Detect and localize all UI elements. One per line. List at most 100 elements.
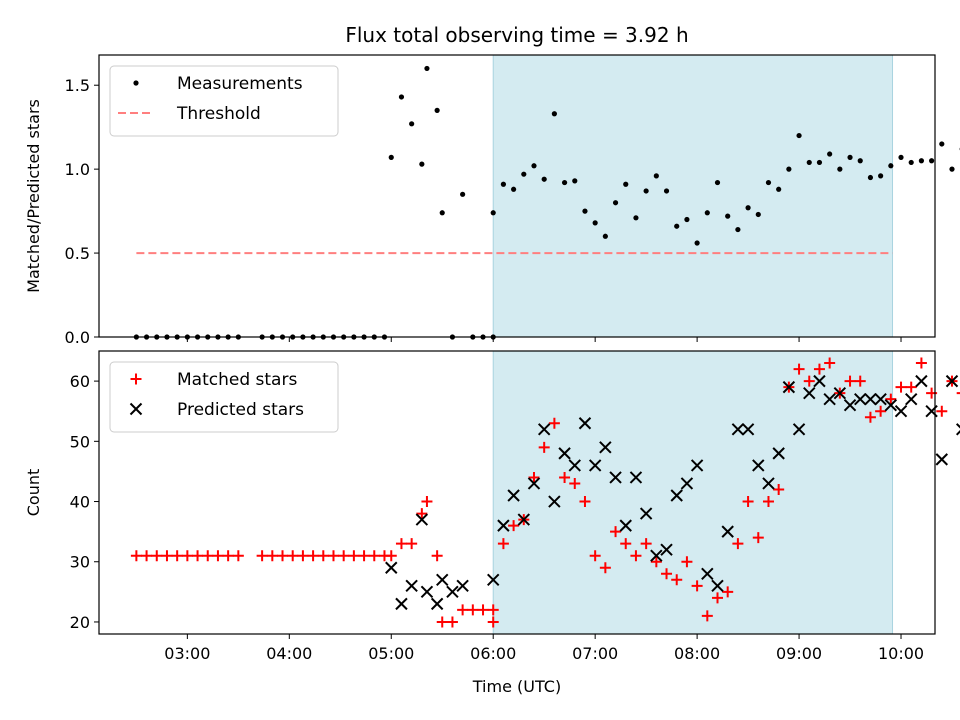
- data-point: [421, 496, 433, 508]
- data-point: [894, 405, 908, 418]
- data-point: [823, 392, 836, 406]
- data-point: [867, 174, 874, 181]
- data-point: [905, 392, 918, 406]
- data-point: [803, 375, 815, 387]
- data-point: [202, 550, 214, 562]
- data-point: [368, 550, 380, 562]
- data-point: [439, 210, 445, 216]
- data-point: [548, 417, 560, 429]
- y-tick-label: 20: [70, 613, 90, 632]
- data-point: [490, 210, 496, 216]
- data-point: [446, 616, 458, 628]
- data-point: [633, 215, 639, 221]
- data-point: [936, 405, 948, 417]
- data-point: [385, 561, 398, 574]
- data-point: [712, 592, 724, 604]
- data-point: [434, 107, 440, 113]
- legend-box: [109, 361, 339, 433]
- data-point: [905, 381, 917, 393]
- y-axis-label: Matched/Predicted stars: [24, 99, 43, 293]
- legend-box: [109, 65, 339, 137]
- data-point: [487, 573, 500, 587]
- data-point: [582, 208, 588, 214]
- data-point: [796, 132, 802, 139]
- legend: Measurements Threshold: [109, 65, 339, 137]
- data-point: [704, 210, 710, 216]
- data-point: [776, 186, 782, 192]
- data-point: [609, 471, 622, 484]
- data-point: [955, 423, 960, 436]
- data-point: [701, 610, 713, 622]
- data-point: [398, 94, 405, 100]
- data-point: [792, 423, 806, 436]
- data-point: [406, 538, 418, 550]
- data-point: [559, 471, 571, 483]
- data-point: [684, 216, 690, 223]
- data-point: [752, 532, 764, 544]
- data-point: [945, 374, 959, 388]
- data-point: [620, 538, 632, 550]
- data-point: [908, 159, 914, 166]
- data-point: [735, 226, 741, 233]
- data-point: [599, 562, 611, 574]
- data-point: [681, 556, 693, 568]
- data-point: [358, 550, 370, 562]
- data-point: [517, 513, 531, 526]
- data-point: [579, 496, 591, 508]
- data-point: [416, 508, 428, 520]
- data-point: [338, 550, 350, 562]
- data-point: [854, 375, 866, 387]
- data-point: [212, 550, 224, 562]
- data-point: [844, 375, 856, 387]
- legend-label: Matched stars: [177, 370, 297, 390]
- data-point: [857, 158, 863, 164]
- shaded-observing-interval: [492, 54, 894, 338]
- data-point: [898, 154, 904, 160]
- data-point: [436, 573, 449, 587]
- data-point: [875, 405, 887, 417]
- data-point: [884, 398, 898, 412]
- data-point: [500, 181, 507, 187]
- data-point: [568, 459, 581, 472]
- data-point: [457, 604, 469, 616]
- x-tick-label: 07:00: [572, 644, 618, 663]
- data-point: [612, 200, 619, 206]
- data-point: [431, 550, 443, 562]
- data-point: [701, 567, 714, 580]
- data-point: [527, 477, 541, 490]
- data-point: [956, 392, 960, 395]
- data-point: [548, 495, 561, 508]
- data-point: [521, 171, 527, 177]
- data-point: [161, 550, 173, 562]
- data-point: [874, 392, 887, 406]
- x-tick-label: 08:00: [674, 644, 720, 663]
- data-point: [915, 357, 927, 369]
- data-point: [650, 556, 662, 568]
- data-point: [803, 386, 816, 400]
- data-point: [507, 489, 520, 502]
- data-point: [589, 550, 601, 562]
- data-point: [755, 211, 761, 218]
- data-point: [420, 585, 434, 599]
- data-point: [721, 525, 734, 538]
- data-point: [569, 477, 581, 489]
- data-point: [610, 526, 622, 538]
- series-predicted-stars: [385, 374, 960, 611]
- data-point: [864, 392, 877, 406]
- data-point: [773, 483, 785, 495]
- data-point: [592, 220, 598, 226]
- data-point: [578, 417, 592, 430]
- legend-label: Threshold: [176, 104, 261, 124]
- data-point: [806, 159, 812, 166]
- data-point: [456, 579, 469, 593]
- data-point: [915, 374, 928, 388]
- data-point: [528, 471, 540, 483]
- legend-label: Measurements: [177, 74, 303, 94]
- data-point: [460, 191, 466, 197]
- data-point: [348, 550, 360, 562]
- data-point: [171, 550, 183, 562]
- data-point: [939, 141, 945, 147]
- data-point: [424, 65, 430, 72]
- data-point: [287, 550, 299, 562]
- data-point: [762, 477, 775, 490]
